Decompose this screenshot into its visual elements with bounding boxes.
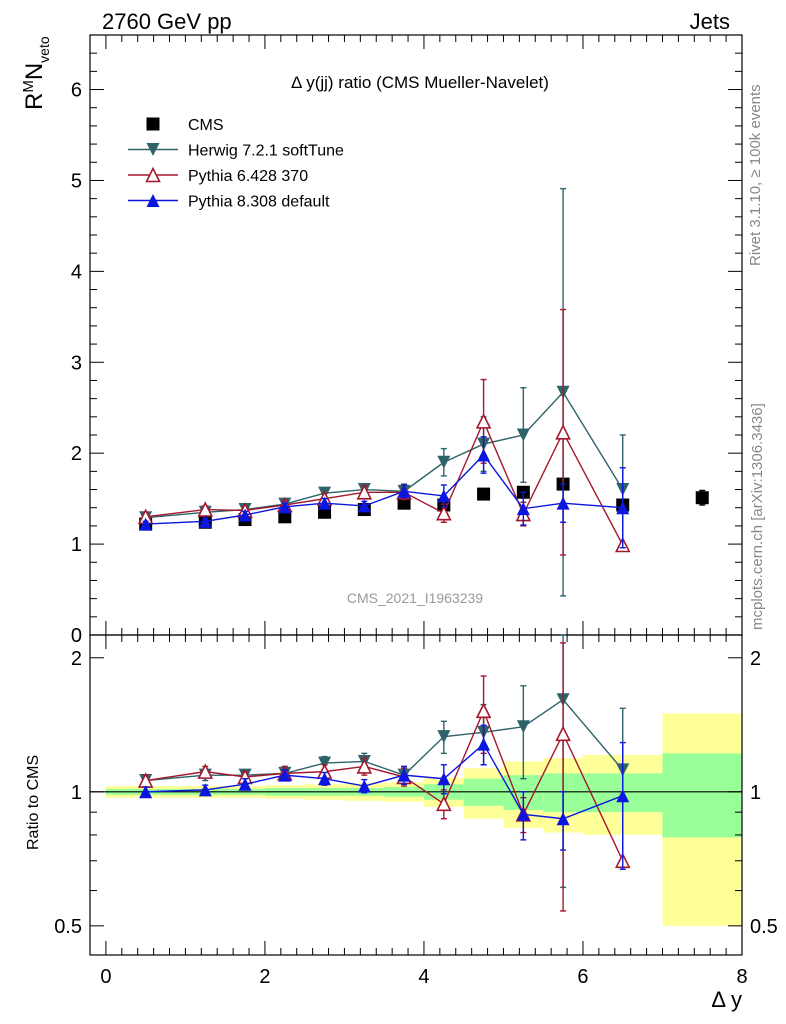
data-point — [555, 725, 571, 742]
series-line — [145, 742, 623, 820]
upper-panel: 0 1 2 3 4 5 6 — [71, 34, 743, 647]
data-point — [397, 768, 411, 782]
data-point — [238, 508, 252, 522]
data-point — [437, 489, 451, 503]
upper-y-axis-label: RMNveto — [20, 36, 52, 110]
data-point — [356, 483, 373, 500]
data-point — [477, 448, 491, 462]
header-left: 2760 GeV pp — [102, 9, 232, 34]
y-tick-label: 5 — [71, 170, 82, 192]
data-point — [356, 758, 373, 774]
data-point — [516, 502, 530, 516]
data-point — [475, 413, 492, 429]
data-point — [278, 768, 292, 782]
data-point — [516, 720, 530, 734]
rivet-label: Rivet 3.1.10, ≥ 100k events — [747, 84, 764, 266]
x-tick-label: 2 — [259, 966, 270, 988]
series-line — [145, 453, 623, 525]
legend-marker — [146, 194, 160, 207]
data-point — [477, 737, 491, 751]
data-point — [695, 491, 709, 505]
x-tick-label: 8 — [736, 966, 747, 988]
data-point — [278, 510, 292, 524]
legend: CMS Herwig 7.2.1 softTune Pythia 6.428 370… — [128, 117, 344, 211]
data-point — [357, 499, 371, 513]
legend-label: Pythia 8.308 default — [188, 194, 330, 211]
data-point — [197, 763, 214, 779]
series-line — [145, 708, 624, 862]
lower-y-axis-label: Ratio to CMS — [25, 755, 42, 850]
legend-label: Herwig 7.2.1 softTune — [188, 143, 344, 160]
data-point — [437, 730, 451, 744]
data-point — [198, 783, 212, 797]
mcplots-label: mcplots.cern.ch [arXiv:1306.3436] — [749, 403, 766, 630]
data-point — [198, 514, 212, 528]
lower-frame — [89, 634, 743, 956]
data-point — [555, 423, 571, 440]
x-axis-label: Δ y — [711, 987, 742, 1012]
y-tick-label: 2 — [71, 648, 82, 670]
data-point — [436, 504, 452, 521]
series-line — [145, 698, 624, 782]
legend-marker — [145, 166, 161, 183]
data-point — [556, 812, 570, 826]
data-point — [516, 428, 530, 442]
y-tick-label-right: 0.5 — [750, 916, 778, 938]
y-tick-label-right: 2 — [750, 648, 761, 670]
legend-label: Pythia 6.428 370 — [188, 168, 308, 185]
upper-panel-title: Δ y(jj) ratio (CMS Mueller-Navelet) — [291, 73, 549, 92]
y-tick-label: 0 — [71, 625, 82, 647]
data-point — [139, 785, 153, 799]
data-point — [516, 807, 530, 821]
data-point — [357, 779, 371, 793]
x-tick-label: 0 — [100, 966, 111, 988]
data-point — [278, 500, 292, 514]
data-point — [437, 455, 451, 469]
y-tick-label-right: 1 — [750, 782, 761, 804]
legend-marker — [146, 143, 160, 156]
data-point — [397, 496, 411, 510]
legend-label: CMS — [188, 117, 224, 134]
y-tick-label: 6 — [71, 80, 82, 102]
data-point — [437, 772, 451, 786]
y-tick-label: 1 — [71, 782, 82, 804]
y-tick-label: 0.5 — [54, 916, 82, 938]
data-point — [318, 496, 332, 510]
uncertainty-band-inner — [662, 753, 742, 838]
data-point — [616, 789, 630, 803]
analysis-watermark: CMS_2021_I1963239 — [347, 590, 483, 606]
y-tick-label: 1 — [71, 534, 82, 556]
data-point — [318, 772, 332, 786]
x-tick-label: 4 — [418, 966, 429, 988]
x-tick-label: 6 — [577, 966, 588, 988]
data-point — [238, 777, 252, 791]
y-tick-label: 4 — [71, 261, 82, 283]
lower-panel: 0.5 0.5 1 1 2 2 0 2 4 6 8 — [54, 634, 778, 988]
data-point — [556, 496, 570, 510]
series-line — [145, 419, 624, 546]
data-point — [475, 702, 492, 719]
data-point — [139, 517, 153, 531]
data-point — [477, 487, 491, 501]
header-right: Jets — [690, 9, 730, 34]
data-point — [318, 756, 332, 770]
data-point — [397, 484, 411, 498]
legend-marker — [146, 117, 160, 131]
data-point — [616, 501, 630, 515]
y-tick-label: 2 — [71, 443, 82, 465]
y-tick-label: 3 — [71, 352, 82, 374]
data-point — [436, 795, 452, 812]
